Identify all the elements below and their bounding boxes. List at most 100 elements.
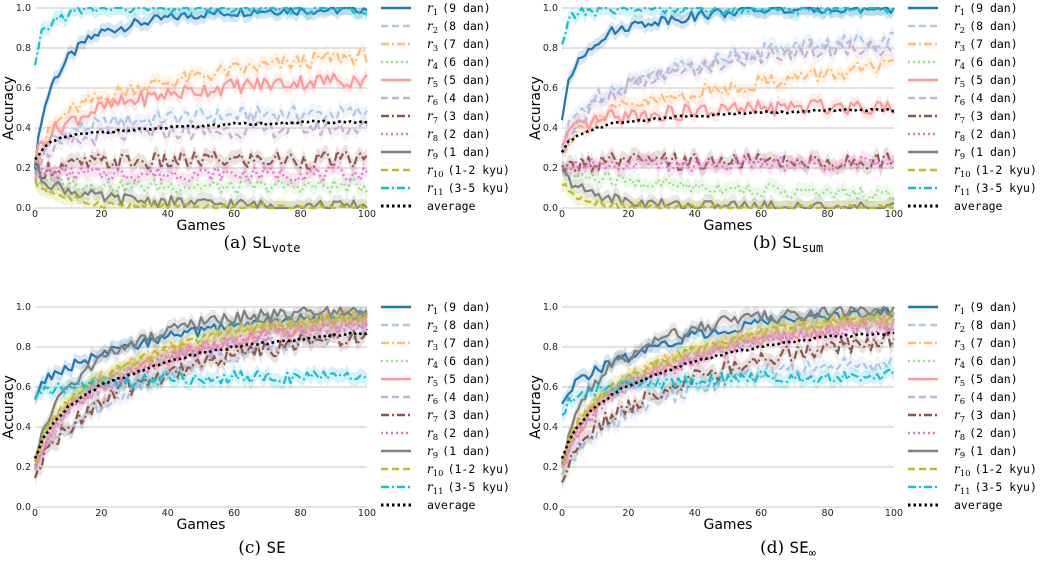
series-line-r7 bbox=[33, 328, 369, 479]
series-line-r11 bbox=[33, 6, 368, 66]
legend-label-r6: r6 (4 dan) bbox=[954, 91, 1018, 108]
band-r11 bbox=[35, 364, 367, 407]
legend-label-r8: r8 (2 dan) bbox=[954, 426, 1018, 443]
band-r5 bbox=[562, 92, 894, 152]
band-r8 bbox=[35, 160, 367, 188]
legend-label-r5: r5 (5 dan) bbox=[954, 372, 1018, 389]
legend-label-r2: r2 (8 dan) bbox=[427, 318, 491, 335]
series-line-r11 bbox=[33, 369, 368, 401]
x-tick-label: 80 bbox=[822, 209, 834, 220]
series-line-r1 bbox=[560, 6, 895, 121]
legend-label-r9: r9 (1 dan) bbox=[954, 444, 1018, 461]
y-tick-label: 1.0 bbox=[16, 3, 31, 14]
series-line-r5 bbox=[561, 314, 896, 469]
series-line-average bbox=[560, 330, 895, 460]
legend-label-r1: r1 (9 dan) bbox=[954, 300, 1018, 317]
series-line-r9 bbox=[34, 166, 368, 210]
band-r6 bbox=[562, 34, 894, 161]
series-line-average bbox=[560, 107, 895, 153]
legend-label-r11: r11 (3-5 kyu) bbox=[427, 181, 510, 198]
caption: (d) SE∞ bbox=[760, 538, 816, 560]
band-r8 bbox=[562, 150, 894, 178]
band-r2 bbox=[35, 316, 367, 468]
y-tick-label: 0.6 bbox=[543, 382, 558, 393]
legend-label-r7: r7 (3 dan) bbox=[954, 408, 1018, 425]
caption: (a) SLvote bbox=[224, 233, 301, 255]
band-r4 bbox=[562, 158, 894, 208]
legend-label-r11: r11 (3-5 kyu) bbox=[954, 480, 1037, 497]
legend-label-r3: r3 (7 dan) bbox=[427, 37, 491, 54]
band-r4 bbox=[35, 170, 367, 202]
y-tick-label: 0.0 bbox=[16, 502, 31, 513]
legend-label-r2: r2 (8 dan) bbox=[427, 19, 491, 36]
y-tick-label: 0.8 bbox=[16, 342, 31, 353]
chart-panel-c: 0.0 0.2 0.4 0.6 0.8 1.0 0 20 40 60 80 100 Games Accur… bbox=[1, 300, 510, 558]
legend-label-r1: r1 (9 dan) bbox=[954, 1, 1018, 18]
x-tick-label: 0 bbox=[32, 209, 38, 220]
legend-label-r2: r2 (8 dan) bbox=[954, 19, 1018, 36]
x-tick-label: 0 bbox=[559, 209, 565, 220]
band-r10 bbox=[562, 307, 894, 469]
legend-label-r4: r4 (6 dan) bbox=[954, 55, 1018, 72]
y-tick-label: 0.2 bbox=[16, 462, 31, 473]
x-axis-label: Games bbox=[704, 517, 753, 533]
legend-label-r4: r4 (6 dan) bbox=[427, 55, 491, 72]
x-tick-label: 100 bbox=[885, 209, 903, 220]
series-line-r7 bbox=[34, 150, 368, 180]
legend-label-r10: r10 (1-2 kyu) bbox=[954, 462, 1037, 479]
series-line-r11 bbox=[561, 368, 895, 417]
legend-label-r6: r6 (4 dan) bbox=[427, 91, 491, 108]
legend-label-r4: r4 (6 dan) bbox=[954, 354, 1018, 371]
series-line-average bbox=[33, 331, 368, 459]
x-tick-label: 80 bbox=[295, 209, 307, 220]
legend-label-r10: r10 (1-2 kyu) bbox=[427, 163, 510, 180]
x-axis-label: Games bbox=[704, 218, 753, 234]
legend-label-r6: r6 (4 dan) bbox=[427, 390, 491, 407]
legend-label-r6: r6 (4 dan) bbox=[954, 390, 1018, 407]
x-tick-label: 80 bbox=[295, 508, 307, 519]
series-line-r1 bbox=[34, 310, 368, 399]
y-tick-label: 0.2 bbox=[543, 163, 558, 174]
y-tick-label: 0.8 bbox=[543, 43, 558, 54]
legend-label-r1: r1 (9 dan) bbox=[427, 300, 491, 317]
y-tick-label: 0.8 bbox=[543, 342, 558, 353]
chart-panel-a: 0.0 0.2 0.4 0.6 0.8 1.0 0 20 40 60 80 100 Games Accur… bbox=[1, 1, 510, 255]
series-line-r11 bbox=[560, 6, 895, 45]
band-r3 bbox=[562, 307, 894, 475]
series-line-r1 bbox=[33, 6, 368, 170]
legend-label-r2: r2 (8 dan) bbox=[954, 318, 1018, 335]
legend-label-r3: r3 (7 dan) bbox=[954, 37, 1018, 54]
series-line-r4 bbox=[560, 164, 895, 202]
series-line-r7 bbox=[561, 330, 896, 483]
x-tick-label: 20 bbox=[622, 209, 634, 220]
series-line-r5 bbox=[561, 98, 895, 146]
series-line-r3 bbox=[33, 47, 369, 180]
x-tick-label: 60 bbox=[228, 209, 240, 220]
legend-label-r5: r5 (5 dan) bbox=[427, 372, 491, 389]
series-line-r8 bbox=[560, 319, 895, 466]
legend-label-r8: r8 (2 dan) bbox=[954, 127, 1018, 144]
band-r10 bbox=[35, 307, 367, 469]
series-line-r3 bbox=[561, 59, 895, 154]
x-tick-label: 20 bbox=[95, 508, 107, 519]
x-tick-label: 0 bbox=[32, 508, 38, 519]
y-tick-label: 1.0 bbox=[543, 302, 558, 313]
band-r3 bbox=[562, 53, 894, 160]
band-r10 bbox=[562, 176, 894, 208]
series-line-r5 bbox=[33, 72, 368, 163]
legend-label-r3: r3 (7 dan) bbox=[427, 336, 491, 353]
band-r9 bbox=[35, 307, 367, 469]
legend-label-r5: r5 (5 dan) bbox=[954, 73, 1018, 90]
series-line-r6 bbox=[561, 40, 895, 155]
y-tick-label: 0.4 bbox=[16, 422, 31, 433]
x-tick-label: 80 bbox=[822, 508, 834, 519]
x-tick-label: 40 bbox=[689, 508, 701, 519]
legend: r1 (9 dan)r2 (8 dan)r3 (7 dan)r4 (6 dan)r5 (5… bbox=[381, 300, 510, 512]
series-line-r9 bbox=[560, 305, 895, 464]
band-r6 bbox=[35, 308, 367, 477]
legend-label-r11: r11 (3-5 kyu) bbox=[954, 181, 1037, 198]
x-axis-label: Games bbox=[177, 218, 226, 234]
legend-label-r9: r9 (1 dan) bbox=[954, 145, 1018, 162]
series-line-r10 bbox=[561, 182, 894, 210]
